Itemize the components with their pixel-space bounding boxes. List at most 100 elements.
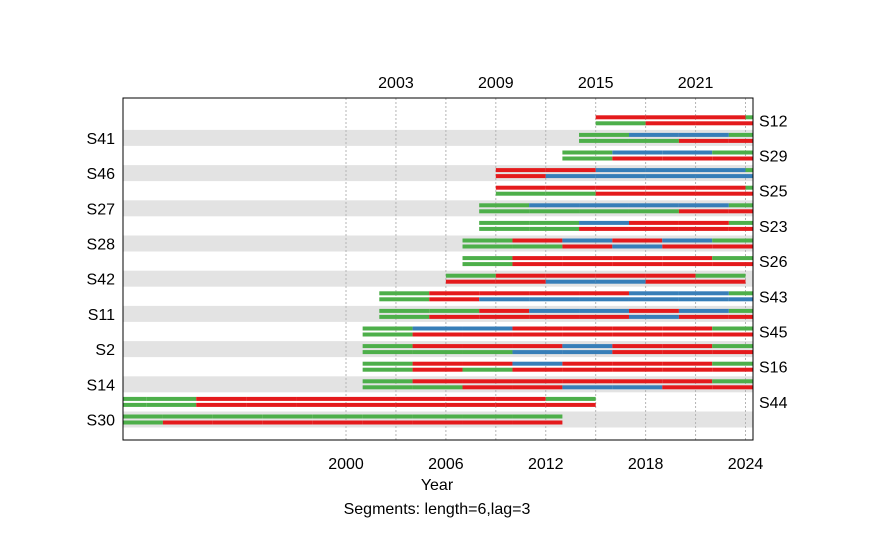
segment-s11-upper-7 — [678, 308, 729, 313]
segment-s27-upper-5 — [678, 203, 729, 208]
segment-s29-lower-4 — [712, 156, 753, 161]
segment-s12-upper-3 — [695, 115, 746, 120]
segment-s30-upper-8 — [312, 414, 363, 419]
segment-s28-upper-6 — [712, 238, 753, 243]
segment-s28-lower-4 — [612, 244, 663, 249]
segment-s45-upper-7 — [662, 326, 713, 331]
segment-s25-upper-6 — [745, 185, 753, 190]
segment-s46-lower-6 — [745, 174, 753, 179]
segment-s44-upper-7 — [296, 396, 346, 401]
segment-s27-lower-3 — [579, 209, 629, 214]
segment-s28-lower-5 — [662, 244, 713, 249]
segment-s25-upper-4 — [645, 185, 696, 190]
segment-s44-lower-8 — [346, 402, 396, 407]
segment-s12-upper-2 — [645, 115, 696, 120]
segment-s43-lower-4 — [529, 297, 580, 302]
segment-s30-upper-10 — [412, 414, 463, 419]
segment-s26-lower-4 — [612, 262, 663, 267]
segment-s28-upper-3 — [562, 238, 613, 243]
segment-s30-upper-9 — [362, 414, 413, 419]
segment-s28-lower-1 — [462, 244, 513, 249]
row-label-s28: S28 — [87, 237, 116, 254]
segment-s45-lower-5 — [562, 332, 613, 337]
segment-s44-upper-4 — [146, 396, 197, 401]
segment-s26-lower-3 — [562, 262, 613, 267]
segment-s16-lower-5 — [562, 367, 613, 372]
x-tick-label-top: 2015 — [578, 75, 614, 92]
segment-s42-upper-6 — [695, 273, 746, 278]
segment-s2-lower-3 — [462, 350, 513, 355]
segment-s43-lower-2 — [429, 297, 480, 302]
segment-s23-upper-2 — [529, 220, 580, 225]
segment-s14-upper-6 — [612, 379, 663, 384]
segment-s11-upper-8 — [728, 308, 753, 313]
segment-s45-upper-5 — [562, 326, 613, 331]
segment-s29-lower-1 — [562, 156, 613, 161]
segment-s46-lower-1 — [495, 174, 546, 179]
segment-s14-lower-7 — [662, 385, 713, 390]
segment-s27-lower-2 — [529, 209, 580, 214]
segment-s30-upper-7 — [262, 414, 313, 419]
segment-s44-upper-8 — [346, 396, 396, 401]
segment-s27-upper-4 — [628, 203, 679, 208]
segment-s11-lower-2 — [429, 314, 480, 319]
row-labels: S30 S44 S14 S16 S2 S45 S11 S43 S42 S26 S28 S23 S27 S2… — [87, 113, 788, 429]
segment-s41-lower-4 — [728, 138, 753, 143]
segment-s16-lower-2 — [412, 367, 463, 372]
segment-s29-upper-2 — [612, 150, 663, 155]
segment-s2-upper-2 — [412, 344, 463, 349]
segment-s12-upper-4 — [745, 115, 753, 120]
segment-s14-upper-4 — [512, 379, 563, 384]
segment-s11-upper-1 — [379, 308, 430, 313]
segment-s25-upper-3 — [595, 185, 646, 190]
segment-s45-upper-3 — [462, 326, 513, 331]
row-label-s45: S45 — [759, 325, 788, 342]
segment-s2-lower-1 — [362, 350, 413, 355]
segment-s23-lower-6 — [728, 226, 753, 231]
row-band-s42 — [123, 270, 753, 287]
segment-s16-lower-8 — [712, 367, 753, 372]
segment-s29-upper-3 — [662, 150, 713, 155]
segment-s30-lower-10 — [412, 420, 463, 425]
row-band-s27 — [123, 200, 753, 217]
chart-caption: Segments: length=6,lag=3 — [344, 501, 531, 518]
segment-s44-lower-6 — [246, 402, 297, 407]
segment-s2-lower-8 — [712, 350, 753, 355]
segment-s41-lower-3 — [678, 138, 729, 143]
row-band-s41 — [123, 129, 753, 146]
segment-s25-upper-5 — [695, 185, 746, 190]
segment-s45-upper-4 — [512, 326, 563, 331]
segment-s43-lower-6 — [628, 297, 679, 302]
segment-s14-upper-1 — [362, 379, 413, 384]
segment-s46-upper-2 — [545, 168, 596, 173]
segment-s44-lower-12 — [545, 402, 596, 407]
segment-s27-upper-1 — [479, 203, 530, 208]
segment-s14-lower-3 — [462, 385, 513, 390]
segment-s46-lower-5 — [695, 174, 746, 179]
segment-s44-lower-10 — [445, 402, 496, 407]
x-tick-label-top: 2021 — [678, 75, 714, 92]
segment-s42-upper-5 — [645, 273, 696, 278]
segment-s16-upper-1 — [362, 361, 413, 366]
segment-s23-upper-3 — [579, 220, 629, 225]
row-label-s30: S30 — [87, 413, 116, 430]
row-label-s11: S11 — [88, 307, 115, 324]
segment-s12-lower-1 — [595, 121, 646, 126]
segment-s45-lower-2 — [412, 332, 463, 337]
segment-s45-upper-1 — [362, 326, 413, 331]
segment-s44-lower-4 — [146, 402, 197, 407]
segment-s26-upper-5 — [662, 256, 713, 261]
segment-s16-lower-4 — [512, 367, 563, 372]
row-label-s44: S44 — [759, 395, 788, 412]
segment-s27-upper-6 — [728, 203, 753, 208]
segment-s14-upper-8 — [712, 379, 753, 384]
segment-s2-upper-5 — [562, 344, 613, 349]
segment-s14-upper-2 — [412, 379, 463, 384]
segment-s46-upper-4 — [645, 168, 696, 173]
segment-s11-upper-2 — [429, 308, 480, 313]
segment-s14-lower-4 — [512, 385, 563, 390]
segment-s46-lower-4 — [645, 174, 696, 179]
row-label-s27: S27 — [87, 201, 116, 218]
segment-s25-lower-1 — [495, 191, 546, 196]
segment-s25-upper-1 — [495, 185, 546, 190]
